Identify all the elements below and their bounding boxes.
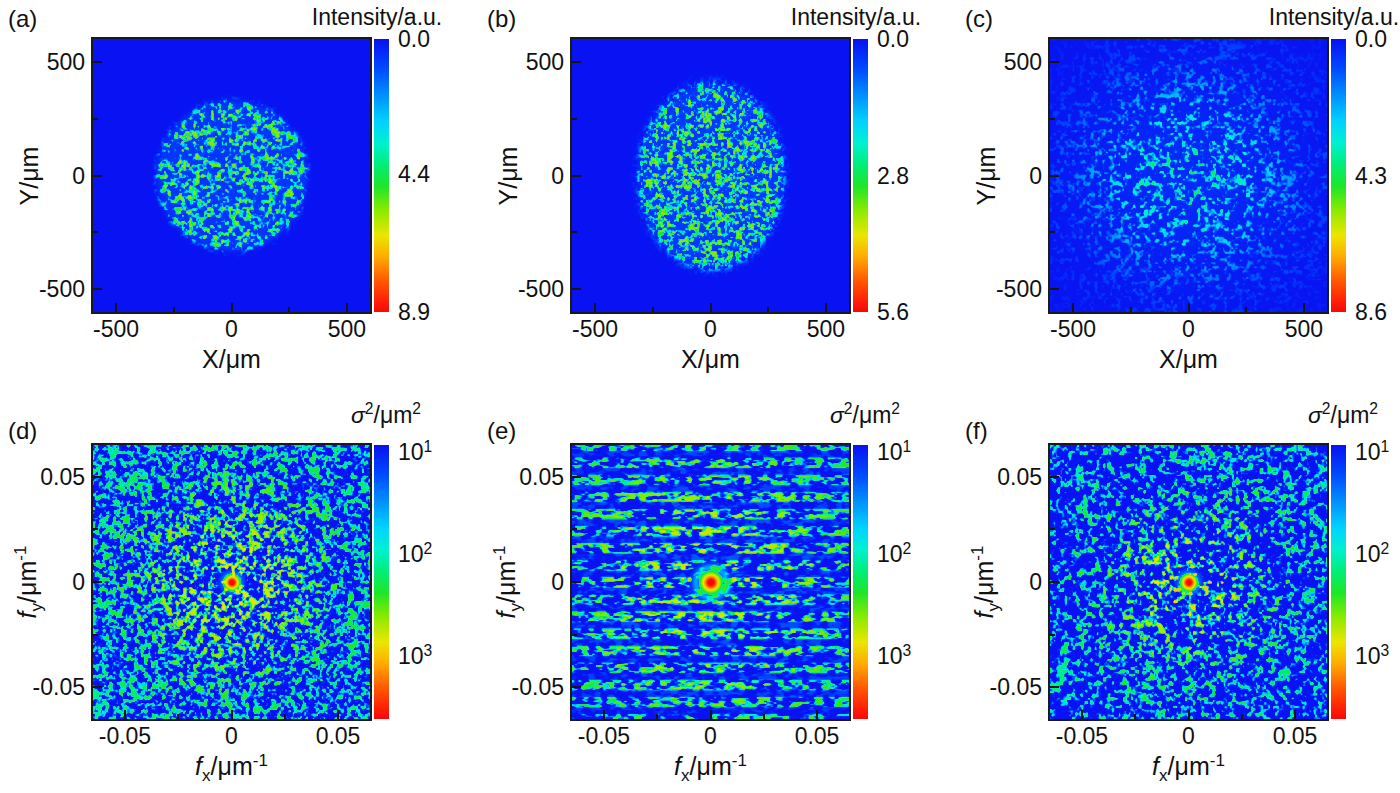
y-tick-b-0: 500 <box>484 49 564 76</box>
plot-heatmap-c <box>1048 37 1329 314</box>
colorbar-d <box>374 445 389 719</box>
y-axis-label-d: fy/μm-1 <box>11 546 46 619</box>
colorbar-tick-a-1: 4.4 <box>398 160 430 187</box>
x-tick-e-2: 0.05 <box>795 723 840 750</box>
x-tick-b-2: 500 <box>807 316 845 343</box>
x-tick-a-1: 0 <box>225 316 238 343</box>
colorbar-tick-f-1: 102 <box>1355 540 1389 569</box>
plot-heatmap-f <box>1048 443 1329 721</box>
colorbar-tick-f-2: 103 <box>1355 641 1389 670</box>
colorbar-tick-d-0: 101 <box>398 438 432 467</box>
colorbar-f <box>1331 445 1346 719</box>
y-tick-c-2: -500 <box>962 276 1042 303</box>
x-tick-d-0: -0.05 <box>99 723 151 750</box>
y-tick-a-0: 500 <box>5 49 85 76</box>
y-axis-label-f: fy/μm-1 <box>968 546 1003 619</box>
colorbar-e <box>853 445 868 719</box>
y-tick-e-0: 0.05 <box>484 464 564 491</box>
x-axis-label-d: fx/μm-1 <box>195 751 268 786</box>
colorbar-title-f: σ2/μm2 <box>1308 400 1378 429</box>
colorbar-tick-b-2: 5.6 <box>877 299 909 326</box>
x-axis-label-c: X/μm <box>1159 345 1218 374</box>
panel-label-d: (d) <box>8 417 37 445</box>
y-axis-label-b: Y/μm <box>494 146 523 205</box>
plot-heatmap-e <box>570 443 851 721</box>
x-tick-f-2: 0.05 <box>1273 723 1318 750</box>
colorbar-tick-c-2: 8.6 <box>1355 299 1387 326</box>
figure-root: (a)Intensity/a.u.0.04.48.9-50005005000-5… <box>0 0 1400 793</box>
x-axis-label-f: fx/μm-1 <box>1152 751 1225 786</box>
x-tick-d-2: 0.05 <box>316 723 361 750</box>
y-tick-d-2: -0.05 <box>5 674 85 701</box>
colorbar-tick-c-0: 0.0 <box>1355 26 1387 53</box>
panel-label-f: (f) <box>965 417 988 445</box>
x-tick-a-2: 500 <box>328 316 366 343</box>
colorbar-tick-b-1: 2.8 <box>877 162 909 189</box>
colorbar-a <box>374 39 389 312</box>
y-tick-a-2: -500 <box>5 276 85 303</box>
x-tick-b-1: 0 <box>704 316 717 343</box>
panel-label-e: (e) <box>487 417 516 445</box>
y-tick-d-0: 0.05 <box>5 464 85 491</box>
colorbar-tick-f-0: 101 <box>1355 438 1389 467</box>
colorbar-b <box>853 39 868 312</box>
x-tick-a-0: -500 <box>93 316 139 343</box>
colorbar-c <box>1331 39 1346 312</box>
x-axis-label-a: X/μm <box>202 345 261 374</box>
y-tick-f-2: -0.05 <box>962 674 1042 701</box>
panel-label-b: (b) <box>487 5 516 33</box>
panel-label-c: (c) <box>965 5 993 33</box>
y-tick-f-0: 0.05 <box>962 464 1042 491</box>
colorbar-tick-a-2: 8.9 <box>398 299 430 326</box>
colorbar-title-e: σ2/μm2 <box>830 400 900 429</box>
x-tick-c-2: 500 <box>1285 316 1323 343</box>
x-tick-c-0: -500 <box>1050 316 1096 343</box>
y-axis-label-c: Y/μm <box>972 146 1001 205</box>
colorbar-tick-e-0: 101 <box>877 438 911 467</box>
y-tick-e-2: -0.05 <box>484 674 564 701</box>
colorbar-tick-d-2: 103 <box>398 641 432 670</box>
x-tick-d-1: 0 <box>225 723 238 750</box>
colorbar-tick-e-1: 102 <box>877 540 911 569</box>
x-tick-c-1: 0 <box>1182 316 1195 343</box>
x-tick-e-1: 0 <box>704 723 717 750</box>
y-tick-c-0: 500 <box>962 49 1042 76</box>
x-tick-f-0: -0.05 <box>1056 723 1108 750</box>
colorbar-tick-e-2: 103 <box>877 641 911 670</box>
y-axis-label-a: Y/μm <box>15 146 44 205</box>
x-tick-e-0: -0.05 <box>578 723 630 750</box>
colorbar-tick-d-1: 102 <box>398 540 432 569</box>
panel-label-a: (a) <box>8 5 37 33</box>
x-axis-label-e: fx/μm-1 <box>674 751 747 786</box>
plot-heatmap-d <box>91 443 372 721</box>
plot-heatmap-b <box>570 37 851 314</box>
colorbar-tick-a-0: 0.0 <box>398 26 430 53</box>
colorbar-title-d: σ2/μm2 <box>351 400 421 429</box>
y-tick-b-2: -500 <box>484 276 564 303</box>
colorbar-tick-b-0: 0.0 <box>877 26 909 53</box>
x-tick-f-1: 0 <box>1182 723 1195 750</box>
x-tick-b-0: -500 <box>572 316 618 343</box>
x-axis-label-b: X/μm <box>681 345 740 374</box>
colorbar-tick-c-1: 4.3 <box>1355 162 1387 189</box>
y-axis-label-e: fy/μm-1 <box>490 546 525 619</box>
plot-heatmap-a <box>91 37 372 314</box>
